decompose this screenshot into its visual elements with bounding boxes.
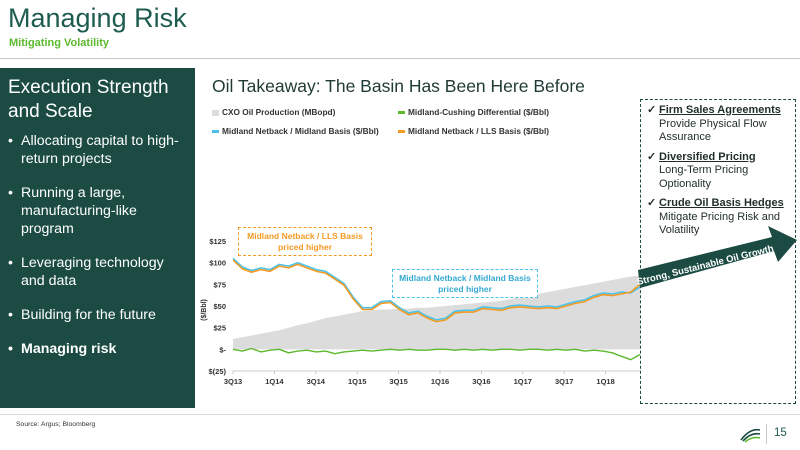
legend-swatch: [398, 130, 405, 134]
annotation-lls-higher: Midland Netback / LLS Basis priced highe…: [238, 227, 372, 256]
page-title: Managing Risk: [8, 3, 187, 33]
series-line-3: [232, 259, 641, 323]
y-axis-title: ($/Bbl): [201, 299, 208, 321]
legend-swatch: [212, 109, 219, 116]
sidebar-bullet-active: Managing risk: [8, 340, 187, 358]
benefit-item: ✓ Diversified Pricing Long-Term Pricing …: [647, 151, 789, 192]
legend-label: Midland Netback / Midland Basis ($/Bbl): [222, 126, 379, 136]
legend-label: Midland Netback / LLS Basis ($/Bbl): [408, 126, 550, 136]
y-tick-label: $75: [213, 280, 226, 289]
benefits-box: ✓ Firm Sales Agreements Provide Physical…: [640, 99, 796, 404]
x-tick-label: 3Q15: [389, 377, 407, 386]
y-tick-label: $50: [213, 302, 226, 311]
benefit-desc: Provide Physical Flow Assurance: [659, 117, 767, 144]
legend-swatch: [212, 130, 219, 134]
annotation-midland-higher: Midland Netback / Midland Basis priced h…: [392, 269, 538, 298]
series-line-1: [232, 347, 641, 361]
legend-item-production: CXO Oil Production (MBopd): [212, 107, 335, 117]
source-note: Source: Argus; Bloomberg: [16, 421, 96, 428]
legend-item-differential: Midland-Cushing Differential ($/Bbl): [398, 107, 549, 117]
x-tick-label: 3Q17: [555, 377, 573, 386]
x-tick-label: 3Q16: [472, 377, 490, 386]
series-area-production: [233, 275, 640, 350]
chart-title: Oil Takeaway: The Basin Has Been Here Be…: [212, 76, 585, 96]
footer-divider: [0, 414, 800, 415]
benefit-title: Crude Oil Basis Hedges: [659, 197, 784, 209]
sidebar-heading: Execution Strength and Scale: [8, 77, 169, 122]
x-tick-label: 3Q14: [307, 377, 326, 386]
y-tick-label: $100: [209, 259, 226, 268]
sidebar-bullet: Running a large, manufacturing-like prog…: [8, 184, 187, 238]
y-tick-label: $(25): [208, 367, 226, 376]
y-tick-label: $125: [209, 237, 226, 246]
sidebar-panel: Execution Strength and Scale Allocating …: [0, 68, 195, 408]
checkmark-icon: ✓: [647, 104, 657, 116]
legend-label: Midland-Cushing Differential ($/Bbl): [408, 107, 550, 117]
benefit-title: Firm Sales Agreements: [659, 104, 781, 116]
x-tick-label: 1Q15: [348, 377, 366, 386]
benefit-item: ✓ Crude Oil Basis Hedges Mitigate Pricin…: [647, 197, 789, 238]
x-tick-label: 1Q16: [431, 377, 449, 386]
sidebar-bullet: Building for the future: [8, 306, 187, 324]
sidebar-bullet: Leveraging technology and data: [8, 254, 187, 290]
growth-arrow-shape: [638, 226, 797, 288]
legend-swatch: [398, 111, 405, 115]
company-logo-icon: [740, 428, 761, 443]
legend-label: CXO Oil Production (MBopd): [222, 107, 336, 117]
page-number: 15: [774, 427, 787, 439]
x-tick-label: 1Q14: [265, 377, 284, 386]
x-tick-label: 1Q17: [514, 377, 532, 386]
benefit-title: Diversified Pricing: [659, 150, 756, 163]
legend-item-lls-basis: Midland Netback / LLS Basis ($/Bbl): [398, 126, 549, 136]
y-tick-label: $25: [213, 324, 226, 333]
legend-item-midland-basis: Midland Netback / Midland Basis ($/Bbl): [212, 126, 379, 136]
chart-area-layer: [233, 275, 640, 350]
benefit-desc: Mitigate Pricing Risk and Volatility: [659, 210, 781, 237]
checkmark-icon: ✓: [647, 197, 657, 209]
x-tick-label: 3Q13: [224, 377, 242, 386]
chart-axes-layer: $125 $100 $75 $50 $25 $- $(25) ($/Bbl) 3Q13 1Q14 3…: [201, 237, 640, 386]
chart-lines-layer: [232, 257, 641, 361]
benefit-item: ✓ Firm Sales Agreements Provide Physical…: [647, 104, 789, 145]
series-line-2: [232, 257, 641, 321]
header-divider: [0, 58, 800, 59]
y-tick-label: $-: [219, 345, 226, 354]
checkmark-icon: ✓: [647, 150, 657, 163]
sidebar-bullet: Allocating capital to high-return projec…: [8, 132, 187, 168]
footer-separator: [766, 424, 767, 444]
x-tick-label: 1Q18: [596, 377, 614, 386]
page-subtitle: Mitigating Volatility: [9, 37, 110, 49]
sidebar-bullet-list: Allocating capital to high-return projec…: [8, 132, 187, 358]
benefit-desc: Long-Term Pricing Optionality: [659, 164, 749, 190]
